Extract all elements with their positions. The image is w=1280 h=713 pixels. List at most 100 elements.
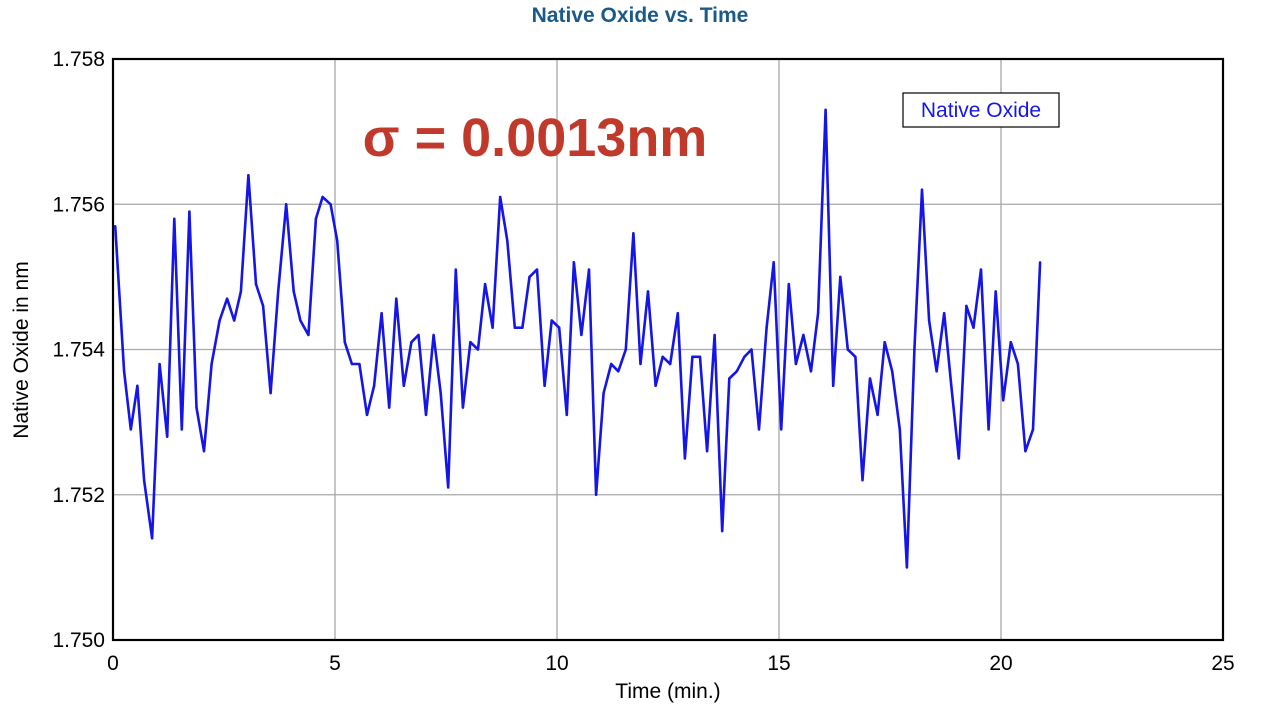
data-point [565,413,568,417]
data-point [624,348,628,351]
data-point [269,391,272,395]
data-point [979,268,983,271]
data-point [1038,261,1042,264]
data-point [846,348,850,351]
data-series-group [113,108,1042,569]
legend-entry-native-oxide: Native Oxide [921,99,1041,122]
data-point [1024,449,1027,453]
legend: Native Oxide [902,92,1060,128]
data-point [158,362,161,366]
data-point [395,297,398,300]
x-axis-ticks: 0 5 10 15 20 25 [107,652,1235,675]
data-point [868,377,872,380]
data-point [195,406,198,409]
data-point [617,370,620,373]
data-point [1002,399,1005,402]
data-point [372,384,376,388]
data-point [402,384,406,388]
data-point [521,326,524,329]
data-point [461,406,465,409]
y-axis-label: Native Oxide in nm [10,261,33,438]
y-tick-label: 1.758 [52,48,105,71]
data-point [491,326,494,329]
data-point [218,319,221,322]
data-point [965,304,968,308]
data-point [233,319,236,322]
data-point [654,384,657,388]
data-point [957,457,961,460]
data-point [1009,341,1012,344]
data-point [432,333,435,337]
data-point [558,326,561,329]
data-point [661,355,664,358]
data-point [173,217,176,220]
series-line-native-oxide [113,108,1042,569]
data-point [802,333,805,337]
data-point [114,224,117,228]
data-point [543,384,546,388]
x-axis-label: Time (min.) [615,680,720,703]
data-point [276,290,280,293]
data-point [765,326,768,329]
data-point [210,362,213,366]
data-point [927,319,931,322]
data-point [225,297,229,300]
data-point [713,333,716,337]
data-point [261,304,265,308]
data-point [284,203,288,206]
data-point [883,341,886,344]
data-point [824,108,827,112]
data-point [254,282,258,286]
plot-border [111,57,1225,642]
data-point [513,326,517,329]
data-point [743,355,746,358]
data-point [794,362,798,366]
data-point [735,370,739,373]
data-point [202,449,206,453]
chart-title: Native Oxide vs. Time [532,4,749,27]
data-point [1016,362,1020,366]
data-point [180,428,184,431]
data-point [816,311,820,315]
data-point [447,486,450,489]
y-tick-label: 1.750 [52,629,105,652]
x-tick-label: 0 [107,652,119,675]
data-point [292,290,295,293]
data-point [728,377,731,380]
data-point [787,282,790,286]
data-point [336,239,339,242]
data-point [535,268,539,271]
data-point [417,333,420,337]
sigma-annotation: σ = 0.0013nm [363,108,708,168]
data-point [469,341,472,344]
data-point [632,232,635,235]
data-point [876,413,879,417]
data-point [602,391,605,395]
data-point [772,261,775,264]
data-point [247,174,250,177]
data-point [831,384,835,388]
data-point [380,311,383,315]
data-point [321,195,324,199]
data-point [780,428,783,431]
grid-lines [113,59,1223,640]
data-point [1031,428,1035,431]
data-point [950,384,953,388]
data-point [506,239,509,242]
data-point [410,341,413,344]
data-point [935,370,938,373]
data-point [142,479,146,482]
x-tick-label: 10 [545,652,568,675]
data-point [609,362,613,366]
data-point [476,348,480,351]
data-point [809,370,813,373]
data-point [639,362,642,366]
data-point [698,355,702,358]
data-point [676,311,679,315]
data-point [165,435,169,438]
data-point [358,362,361,366]
data-point [994,290,997,293]
x-tick-label: 25 [1211,652,1234,675]
data-point [299,319,302,322]
data-point [750,348,753,351]
